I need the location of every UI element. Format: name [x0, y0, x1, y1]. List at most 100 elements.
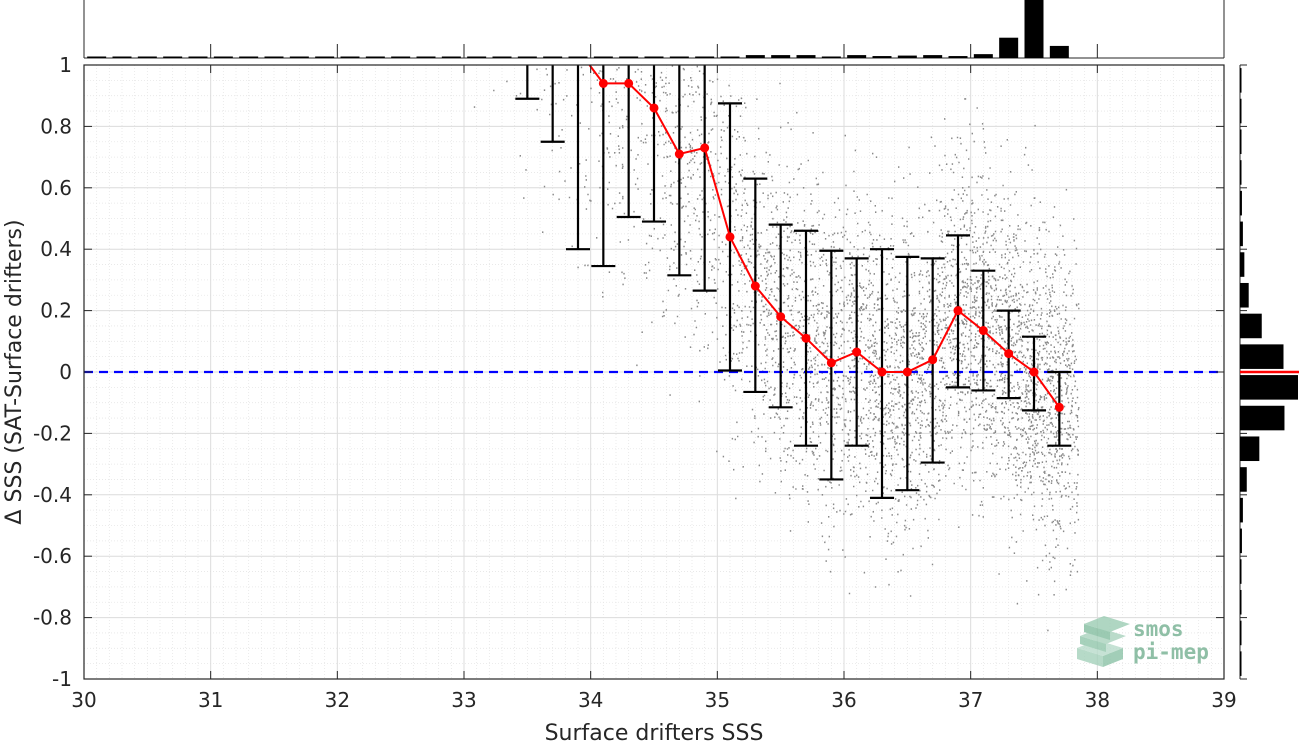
top-histogram-bar: [441, 56, 461, 58]
x-tick-label: 37: [958, 688, 983, 712]
mean-marker: [624, 78, 634, 88]
y-tick-label: 0: [59, 360, 72, 384]
y-tick-label: -0.6: [33, 544, 72, 568]
axis-ticks: [83, 64, 1225, 680]
top-histogram-bar: [188, 56, 208, 58]
logo-line-1: smos: [1133, 617, 1184, 641]
top-histogram-bar: [796, 55, 816, 58]
top-histogram-bar: [644, 56, 664, 58]
mean-marker: [877, 367, 887, 377]
top-histogram-bar: [315, 56, 335, 58]
logo-line-2: pi-mep: [1133, 640, 1209, 664]
y-tick-label: -0.2: [33, 421, 72, 445]
right-histogram-bar: [1240, 405, 1285, 431]
top-histogram-bar: [593, 56, 613, 58]
mean-marker: [801, 333, 811, 343]
right-histogram-bar: [1240, 160, 1242, 185]
right-histogram-bar: [1240, 68, 1242, 93]
mean-marker: [1054, 402, 1064, 412]
mean-marker: [953, 306, 963, 316]
top-histogram-bar: [973, 54, 993, 58]
top-histogram-bar: [492, 56, 512, 58]
binned-mean-markers: [598, 78, 1064, 412]
x-tick-label: 38: [1085, 688, 1110, 712]
top-histogram-bar: [365, 56, 385, 58]
top-histogram-bar: [695, 56, 715, 58]
y-tick-label: -0.8: [33, 606, 72, 630]
x-tick-label: 39: [1211, 688, 1236, 712]
top-histogram-bar: [340, 56, 360, 58]
right-histogram-bar: [1240, 620, 1242, 646]
x-tick-label: 36: [831, 688, 856, 712]
right-histogram-bar: [1240, 589, 1242, 615]
x-tick-labels: 30 31 32 33 34 35 36 37 38 39: [71, 688, 1236, 712]
right-histogram-bar: [1240, 528, 1242, 554]
top-histogram-bar: [847, 55, 867, 58]
top-histogram-bar: [948, 56, 968, 58]
right-histogram-bar: [1240, 436, 1260, 462]
right-histogram-bar: [1240, 252, 1245, 277]
top-histogram-bar: [87, 56, 107, 58]
top-histogram-bar: [289, 56, 309, 58]
mean-marker: [852, 347, 862, 357]
top-histogram-bar: [467, 56, 487, 58]
right-histogram-bar: [1240, 497, 1243, 523]
y-tick-label: -0.4: [33, 483, 72, 507]
top-histogram-bar: [771, 55, 791, 58]
mean-marker: [902, 367, 912, 377]
top-histogram-bar: [137, 56, 157, 58]
top-histogram-bar: [568, 56, 588, 58]
y-tick-label: 0.8: [40, 114, 72, 138]
y-tick-label: 0.6: [40, 176, 72, 200]
y-tick-label: 1: [59, 53, 72, 77]
main-plot: 30 31 32 33 34 35 36 37 38 39 1 0.8 0.6 0.4 0.2 0 -0.2 -…: [33, 53, 1237, 712]
smos-pi-mep-logo: smos pi-mep: [1077, 616, 1209, 667]
right-histogram-bar: [1240, 375, 1298, 400]
binned-mean-line: [588, 64, 1061, 408]
mean-marker: [1004, 349, 1014, 359]
y-tick-label: -1: [52, 667, 72, 691]
y-tick-label: 0.2: [40, 299, 72, 323]
right-histogram-bar: [1240, 282, 1249, 308]
top-histogram-bar: [239, 56, 259, 58]
mean-marker: [598, 78, 608, 88]
mean-marker: [750, 281, 760, 291]
mean-marker: [776, 312, 786, 322]
x-tick-label: 34: [578, 688, 603, 712]
mean-marker: [725, 232, 735, 242]
top-histogram-bar: [1024, 0, 1044, 58]
right-histogram-bar: [1240, 651, 1242, 676]
top-histogram-bar: [264, 56, 284, 58]
top-histogram: [83, 0, 1225, 59]
y-axis-label: Δ SSS (SAT-Surface drifters): [2, 219, 27, 524]
mean-marker: [978, 326, 988, 336]
mean-marker: [826, 358, 836, 368]
top-histogram-bar: [669, 56, 689, 58]
mean-marker: [1029, 367, 1039, 377]
top-histogram-bar: [999, 37, 1019, 58]
top-histogram-bar: [1049, 45, 1069, 58]
right-histogram-bar: [1240, 98, 1242, 124]
y-tick-labels: 1 0.8 0.6 0.4 0.2 0 -0.2 -0.4 -0.6 -0.8 -1: [33, 53, 72, 691]
top-histogram-bar: [517, 56, 537, 58]
logo-icon: [1077, 616, 1130, 667]
x-tick-label: 35: [705, 688, 730, 712]
top-histogram-bar: [543, 56, 563, 58]
right-histogram-bar: [1240, 221, 1243, 247]
right-histogram: [1239, 64, 1299, 680]
x-tick-label: 33: [451, 688, 476, 712]
y-tick-label: 0.4: [40, 237, 72, 261]
top-histogram-bar: [897, 55, 917, 58]
top-histogram-bar: [745, 55, 765, 58]
x-tick-label: 30: [71, 688, 96, 712]
mean-marker: [649, 103, 659, 113]
right-histogram-bar: [1240, 129, 1242, 155]
top-histogram-bar: [416, 56, 436, 58]
top-histogram-bar: [619, 56, 639, 58]
top-histogram-bar: [872, 56, 892, 58]
mean-marker: [700, 143, 710, 153]
top-histogram-bar: [391, 56, 411, 58]
top-histogram-bar: [821, 56, 841, 58]
x-tick-label: 31: [198, 688, 223, 712]
